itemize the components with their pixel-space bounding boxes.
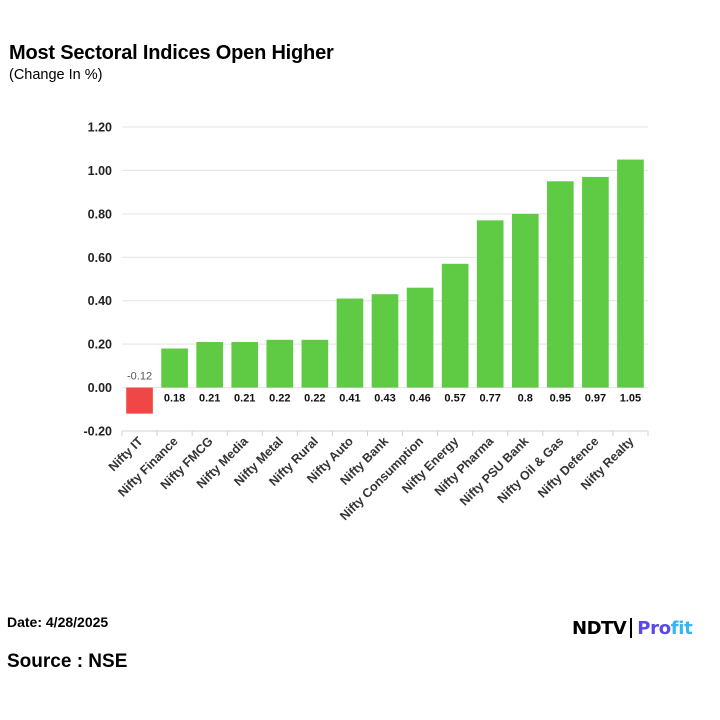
bar-nifty-it [126,387,153,414]
bar-nifty-metal [266,339,294,388]
logo-product: Profit [637,617,693,639]
data-label: 0.41 [339,393,360,405]
data-label: 0.43 [374,393,395,405]
y-tick-label: 1.20 [88,121,112,135]
data-label: 0.21 [199,393,220,405]
y-tick-label: 0.60 [88,251,112,265]
x-tick-label: Nifty Defence [535,434,601,500]
bar-nifty-pharma [476,220,504,388]
data-label: 0.18 [164,393,185,405]
bar-nifty-bank [371,294,399,388]
date-label: Date: 4/28/2025 [7,614,109,630]
y-tick-label: 0.80 [88,207,112,221]
source-label: Source : NSE [7,651,128,672]
data-label: 1.05 [620,393,641,405]
bar-nifty-energy [441,263,469,388]
data-label: 0.46 [409,393,430,405]
logo-product-main: Pro [637,617,671,639]
y-tick-label: 0.40 [88,294,112,308]
bar-nifty-psu-bank [511,213,539,388]
bar-nifty-fmcg [196,341,223,388]
data-label: 0.21 [234,393,255,405]
logo-separator [630,618,633,638]
y-tick-label: 1.00 [88,164,112,178]
bar-nifty-auto [336,298,364,388]
data-label: 0.22 [269,393,290,405]
chart-title: Most Sectoral Indices Open Higher [9,42,334,64]
y-tick-label: 0.20 [88,338,112,352]
bar-nifty-oil-gas [547,181,574,388]
data-label: 0.22 [304,393,325,405]
data-label: 0.95 [550,393,571,405]
bar-nifty-defence [582,176,609,388]
data-label: 0.57 [444,393,465,405]
data-label: 0.97 [585,393,606,405]
data-label: -0.12 [127,371,152,383]
bar-nifty-realty [617,159,644,388]
bar-nifty-rural [301,339,329,388]
ndtv-profit-logo: NDTV Profit [572,614,693,642]
chart-subtitle: (Change In %) [9,67,103,83]
y-tick-label: 0.00 [88,381,112,395]
bar-chart: -0.20 0.00 0.20 0.40 0.60 0.80 1.00 1.20 -0.12 Ni… [84,121,649,523]
bar-nifty-media [231,341,259,388]
bar-nifty-finance [161,348,188,388]
logo-product-accent: fit [670,617,693,639]
y-tick-label: -0.20 [84,425,113,439]
data-label: 0.77 [479,393,500,405]
data-label: 0.8 [518,393,533,405]
bar-nifty-consumption [406,287,434,388]
logo-brand: NDTV [572,617,627,639]
